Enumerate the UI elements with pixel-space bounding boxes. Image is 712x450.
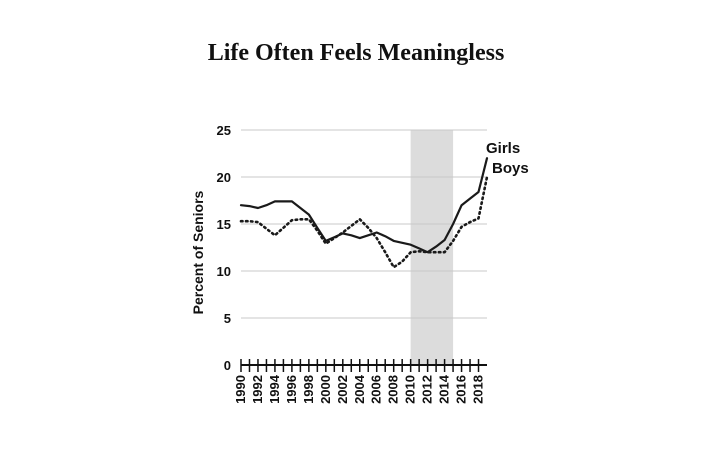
- y-tick-label: 20: [217, 170, 231, 185]
- x-tick-label: 2008: [386, 375, 401, 404]
- x-tick-label: 1990: [233, 375, 248, 404]
- x-tick-label: 1998: [301, 375, 316, 404]
- x-tick-label: 1994: [267, 374, 282, 404]
- x-tick-label: 2000: [318, 375, 333, 404]
- series-line-boys: [239, 175, 489, 269]
- series-label-girls: Girls: [486, 140, 520, 157]
- x-tick-label: 2006: [369, 375, 384, 404]
- chart-title: Life Often Feels Meaningless: [207, 40, 505, 66]
- y-axis-label: Percent of Seniors: [190, 190, 206, 314]
- x-tick-label: 2010: [403, 375, 418, 404]
- y-tick-label: 25: [217, 123, 231, 138]
- series-line-girls: [239, 157, 489, 254]
- y-tick-label: 5: [224, 311, 231, 326]
- x-tick-label: 1996: [284, 375, 299, 404]
- x-tick-label: 2002: [335, 375, 350, 404]
- y-tick-label: 10: [217, 264, 231, 279]
- series-label-boys: Boys: [492, 160, 529, 177]
- x-tick-label: 2012: [420, 375, 435, 404]
- y-tick-label: 15: [217, 217, 231, 232]
- y-tick-label: 0: [224, 358, 231, 373]
- x-tick-label: 2018: [471, 375, 486, 404]
- x-tick-label: 1992: [250, 375, 265, 404]
- x-tick-label: 2016: [454, 375, 469, 404]
- x-tick-label: 2014: [437, 374, 452, 404]
- x-tick-label: 2004: [352, 374, 367, 404]
